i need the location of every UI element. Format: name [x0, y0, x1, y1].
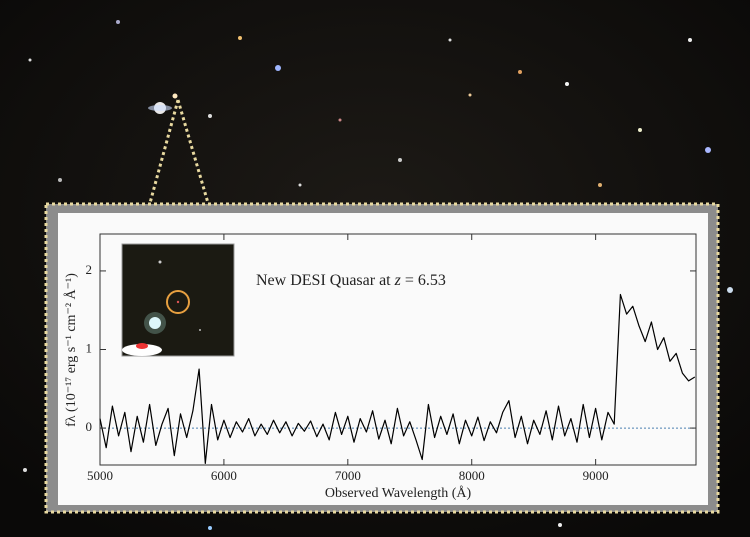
annotation-var: z: [394, 272, 402, 289]
x-tick-label: 7000: [335, 468, 361, 483]
y-tick-label: 1: [86, 340, 93, 355]
inset-image: [121, 243, 235, 357]
annotation: New DESI Quasar at z = 6.53: [256, 272, 446, 289]
spectrum-line: [99, 293, 696, 464]
x-tick-label: 9000: [583, 468, 609, 483]
stars: [23, 20, 733, 530]
annotation-text: New DESI Quasar at: [256, 272, 391, 289]
x-tick-label: 8000: [459, 468, 485, 483]
x-axis-label: Observed Wavelength (Å): [325, 485, 472, 501]
y-tick-label: 0: [86, 419, 93, 434]
annotation-value: = 6.53: [405, 272, 446, 289]
y-tick-label: 2: [86, 262, 93, 277]
x-tick-label: 5000: [87, 468, 113, 483]
y-axis-label: fλ (10⁻¹⁷ erg s⁻¹ cm⁻² Å⁻¹): [63, 273, 79, 427]
plot-area: [99, 293, 696, 464]
x-tick-label: 6000: [211, 468, 237, 483]
